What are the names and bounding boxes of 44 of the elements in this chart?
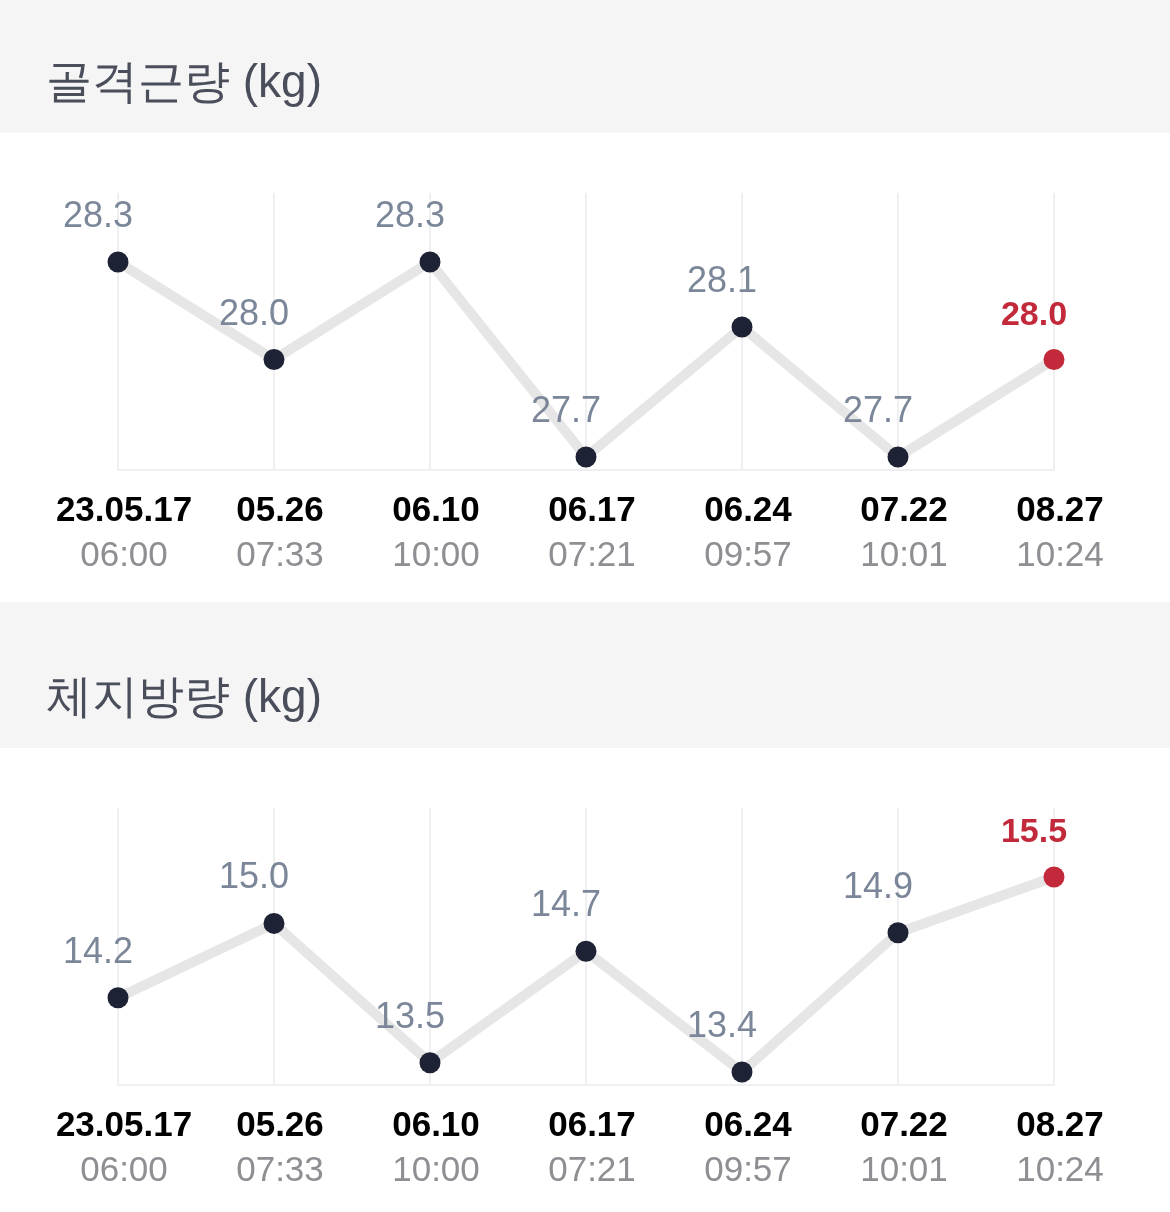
data-label: 14.2 — [62, 929, 134, 971]
x-tick-label: 08.27 10:24 — [1016, 489, 1104, 573]
point — [1043, 349, 1065, 370]
x-tick-label: 06.17 07:21 — [548, 489, 636, 573]
point — [107, 251, 129, 273]
data-label: 28.0 — [218, 291, 290, 333]
point — [575, 446, 597, 468]
point — [419, 1052, 441, 1074]
data-label: 15.0 — [218, 855, 290, 897]
chart-title: 체지방량 (kg) — [46, 669, 322, 724]
data-label: 28.3 — [374, 194, 446, 235]
x-tick-label: 23.05.17 06:00 — [55, 489, 193, 573]
point — [263, 912, 285, 934]
x-tick-label: 06.17 07:21 — [548, 1104, 636, 1188]
x-tick-label: 06.24 09:57 — [704, 489, 792, 573]
data-label: 15.5 — [1000, 810, 1068, 850]
x-tick-label: 07.22 10:01 — [860, 489, 948, 573]
point — [419, 251, 441, 273]
data-label: 13.5 — [374, 994, 446, 1036]
x-tick-label: 08.27 10:24 — [1016, 1104, 1104, 1188]
x-tick-label: 23.05.17 06:00 — [55, 1104, 193, 1188]
data-label: 27.7 — [842, 389, 914, 430]
data-label: 13.4 — [686, 1004, 758, 1045]
point — [887, 446, 909, 468]
chart-title: 골격근량 (kg) — [46, 54, 322, 109]
point — [731, 1061, 753, 1083]
data-label: 28.0 — [1000, 292, 1068, 333]
point — [263, 349, 285, 370]
x-tick-label: 05.26 07:33 — [236, 489, 324, 573]
point — [1043, 866, 1065, 888]
x-tick-label: 05.26 07:33 — [236, 1104, 324, 1188]
point — [575, 940, 597, 962]
x-tick-label: 07.22 10:01 — [860, 1104, 948, 1188]
point — [887, 922, 909, 944]
point — [731, 316, 753, 338]
x-tick-label: 06.10 10:00 — [392, 489, 480, 573]
data-label: 28.3 — [62, 194, 134, 235]
data-label: 27.7 — [530, 389, 602, 430]
data-label: 14.7 — [530, 883, 602, 925]
x-tick-label: 06.24 09:57 — [704, 1104, 792, 1188]
data-label: 14.9 — [842, 864, 914, 906]
point — [107, 987, 129, 1009]
x-tick-label: 06.10 10:00 — [392, 1104, 480, 1188]
data-label: 28.1 — [686, 259, 758, 300]
